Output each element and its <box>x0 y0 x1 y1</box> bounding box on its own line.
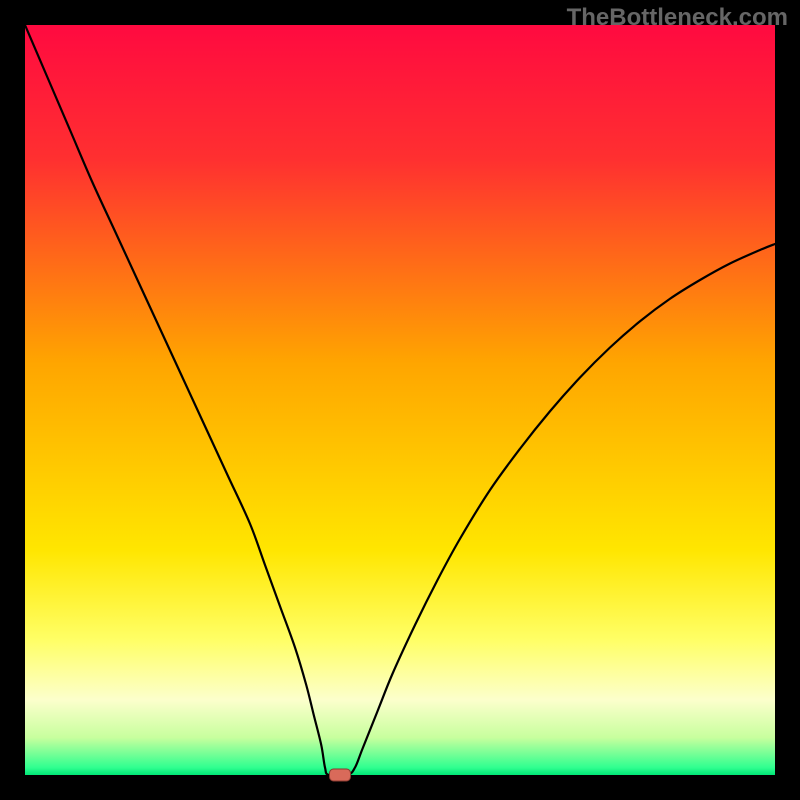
watermark-text: TheBottleneck.com <box>567 4 788 32</box>
bottleneck-chart-svg <box>0 0 800 800</box>
chart-frame: TheBottleneck.com <box>0 0 800 800</box>
plot-gradient-background <box>25 25 775 775</box>
optimal-marker <box>330 769 351 781</box>
